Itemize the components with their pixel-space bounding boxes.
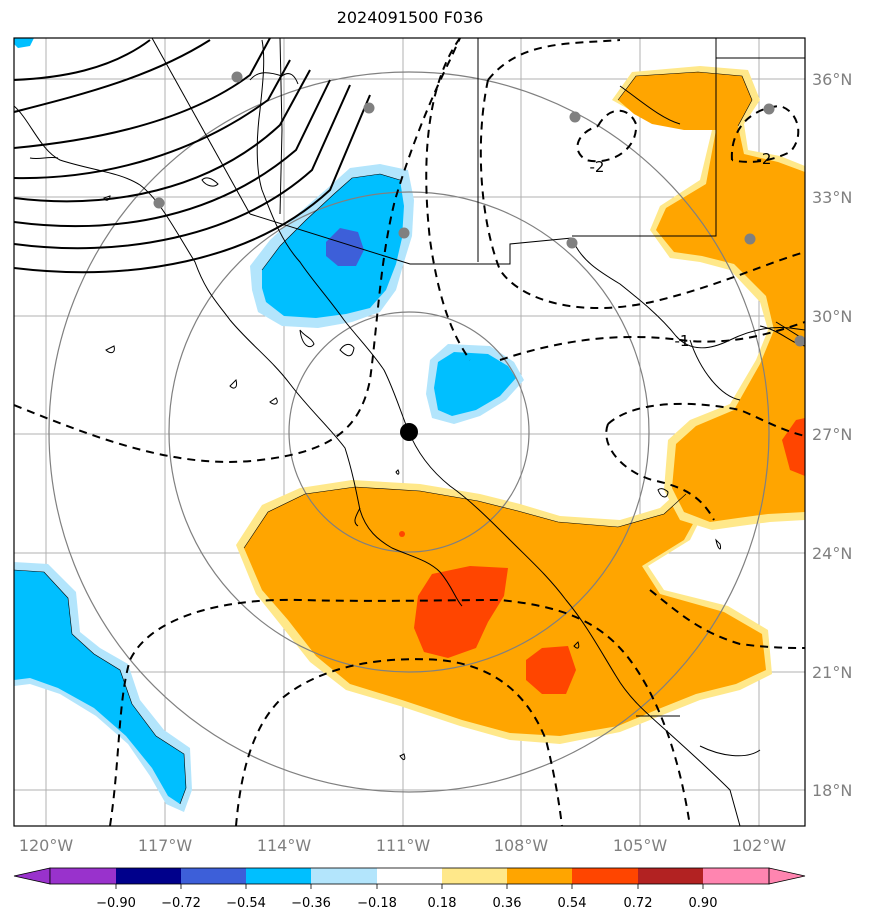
range-rings <box>48 71 770 793</box>
contour-label: -2 <box>757 150 772 168</box>
latitude-labels: 36°N 33°N 30°N 27°N 24°N 21°N 18°N <box>812 70 852 800</box>
negative-anomaly-central <box>426 344 524 424</box>
colorbar-swatch <box>50 868 116 884</box>
colorbar-tick-label: −0.18 <box>357 896 397 911</box>
lat-label: 36°N <box>812 70 852 89</box>
colorbar-swatch <box>246 868 311 884</box>
center-point <box>400 423 418 441</box>
colorbar-swatch <box>116 868 181 884</box>
lon-label: 111°W <box>376 836 431 855</box>
positive-anomaly-south <box>236 476 772 744</box>
colorbar-tick-label: 0.54 <box>558 896 587 911</box>
lat-label: 30°N <box>812 307 852 326</box>
negative-anomaly-west <box>14 38 192 812</box>
colorbar-tick-label: −0.72 <box>161 896 201 911</box>
longitude-labels: 120°W 117°W 114°W 111°W 108°W 105°W 102°… <box>19 836 787 855</box>
lon-label: 114°W <box>257 836 312 855</box>
lon-label: 105°W <box>613 836 668 855</box>
colorbar-swatch <box>572 868 638 884</box>
contour-labels: -2 -2 -1 <box>590 150 772 350</box>
lat-label: 18°N <box>812 781 852 800</box>
colorbar-tick-label: 0.36 <box>493 896 522 911</box>
lon-label: 120°W <box>19 836 74 855</box>
colorbar-tick-label: 0.90 <box>689 896 718 911</box>
colorbar: −0.90 −0.72 −0.54 −0.36 −0.18 0.18 0.36 … <box>13 867 806 911</box>
lon-label: 102°W <box>732 836 787 855</box>
lon-label: 117°W <box>138 836 193 855</box>
colorbar-swatch <box>311 868 377 884</box>
negative-anomaly-north <box>250 164 414 328</box>
solid-contours <box>14 38 371 274</box>
lat-label: 24°N <box>812 544 852 563</box>
lon-label: 108°W <box>494 836 549 855</box>
colorbar-swatch <box>377 868 442 884</box>
colorbar-frame <box>49 867 770 885</box>
colorbar-tick-label: −0.54 <box>226 896 266 911</box>
colorbar-tick-label: −0.90 <box>96 896 136 911</box>
colorbar-swatch <box>442 868 507 884</box>
contour-label: -2 <box>590 158 605 176</box>
stations <box>153 71 805 347</box>
lat-label: 33°N <box>812 188 852 207</box>
colorbar-extend-high <box>768 867 806 885</box>
fill-edge-lines <box>14 71 753 805</box>
colorbar-tick-label: −0.36 <box>291 896 331 911</box>
colorbar-swatch <box>507 868 572 884</box>
lat-label: 21°N <box>812 663 852 682</box>
track-point <box>399 531 405 537</box>
map-title: 2024091500 F036 <box>336 8 484 27</box>
colorbar-tick-label: 0.18 <box>428 896 457 911</box>
colorbar-swatch <box>181 868 246 884</box>
lat-label: 27°N <box>812 425 852 444</box>
colorbar-swatch <box>638 868 703 884</box>
map-frame <box>13 37 806 827</box>
positive-anomaly-east <box>612 66 805 530</box>
colorbar-swatch <box>703 868 769 884</box>
map-panel: -2 -2 -1 <box>14 38 805 826</box>
colorbar-tick-label: 0.72 <box>624 896 653 911</box>
contour-label: -1 <box>675 332 690 350</box>
dashed-contours <box>14 38 805 826</box>
colorbar-extend-low <box>13 867 51 885</box>
